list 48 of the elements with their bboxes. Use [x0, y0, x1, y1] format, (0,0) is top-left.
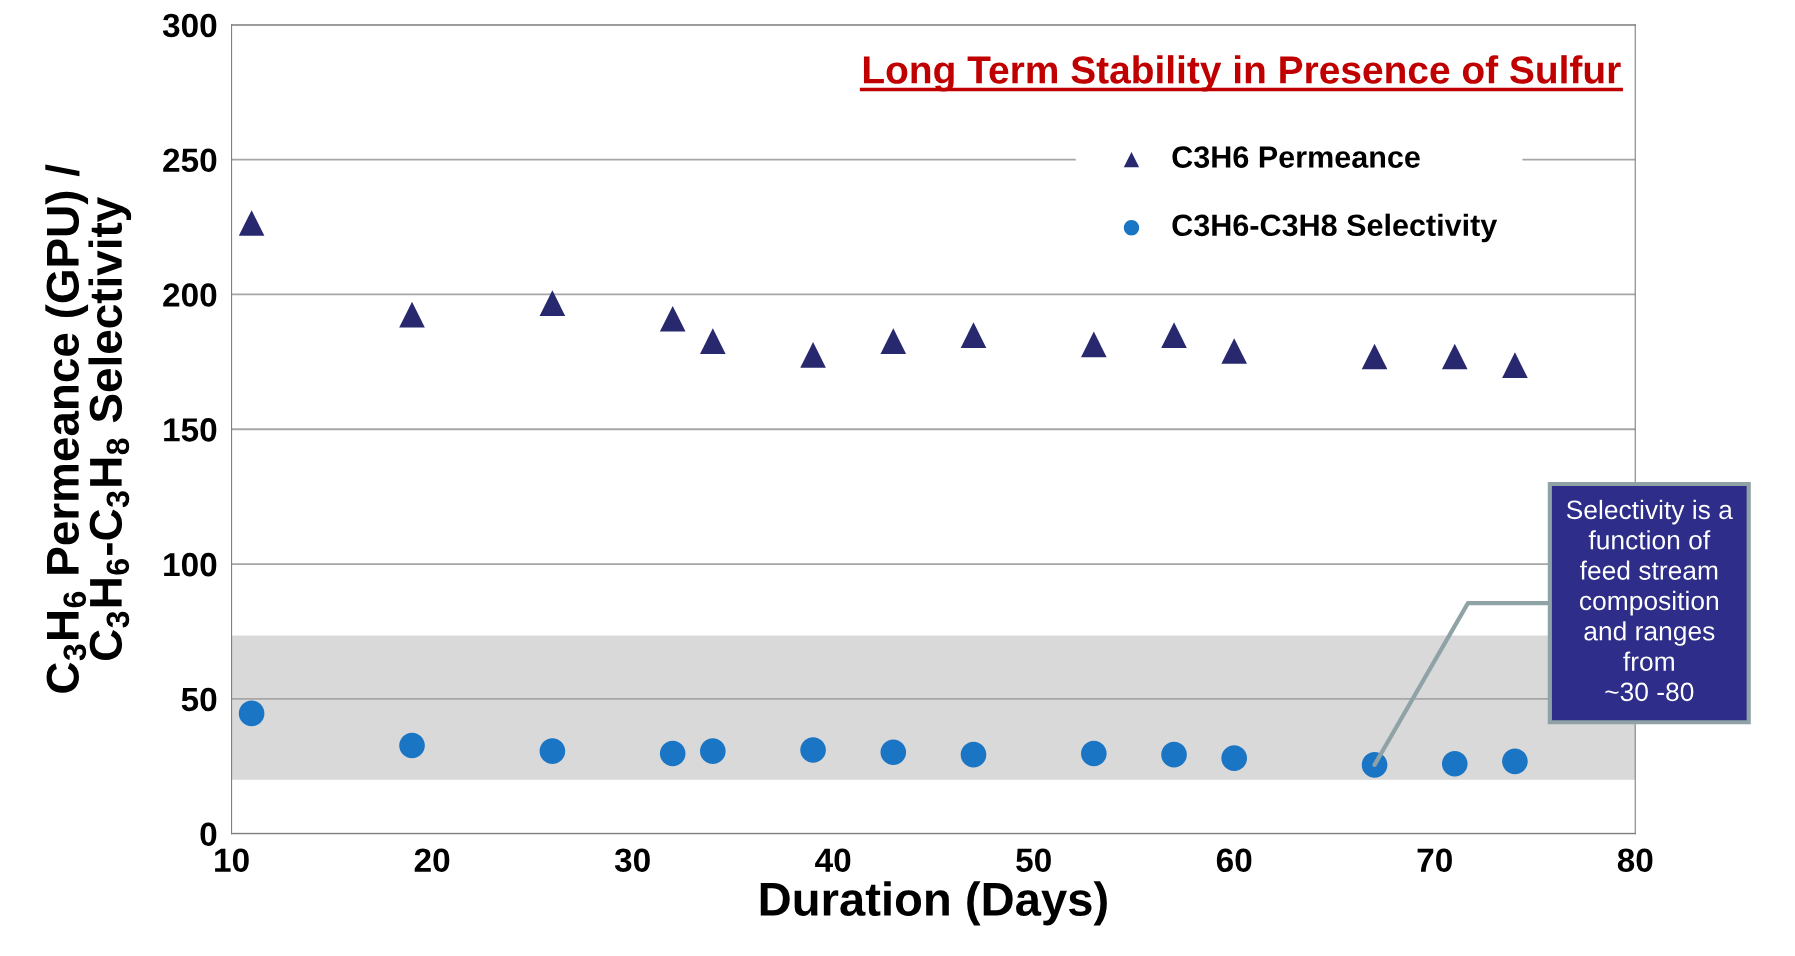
point	[1441, 751, 1468, 777]
point	[800, 342, 826, 368]
point	[1081, 331, 1107, 358]
point	[1221, 338, 1247, 364]
x-tick-label: 10	[215, 848, 249, 873]
y-tick-label: 200	[163, 283, 217, 307]
point	[1361, 343, 1388, 370]
point	[960, 741, 987, 768]
x-tick-label: 40	[815, 848, 851, 873]
x-tick-label: 70	[1417, 848, 1452, 873]
point	[700, 328, 726, 354]
x-tick-label: 50	[1016, 848, 1051, 873]
y-tick-label: 0	[200, 822, 217, 847]
x-tick-label: 30	[614, 848, 650, 873]
point	[1502, 748, 1528, 775]
point	[238, 210, 265, 236]
point	[1161, 741, 1187, 768]
point	[238, 700, 265, 727]
y-tick-label: 50	[181, 687, 217, 712]
point	[399, 301, 425, 328]
x-axis-title: Duration (Days)	[760, 881, 1107, 926]
legend-label: C3H6 Permeance	[1172, 146, 1420, 168]
x-tick-label: 80	[1617, 848, 1653, 873]
point	[539, 738, 566, 764]
point	[880, 739, 907, 766]
point	[1441, 343, 1468, 370]
point	[960, 322, 987, 348]
y-tick-label: 100	[164, 552, 217, 577]
point	[1502, 352, 1528, 378]
point	[1161, 322, 1187, 348]
point	[880, 328, 907, 354]
point	[399, 732, 425, 759]
point	[659, 305, 686, 332]
point	[659, 740, 686, 767]
point	[800, 737, 826, 763]
x-tick-label: 60	[1216, 848, 1252, 873]
point	[1081, 740, 1107, 767]
text: C$_{3}$H$_{6}$ Permeance (GPU) / C$_{3}$H$_{6}$-C$_{3}$H$_{8}$ Selectivity	[45, 164, 132, 693]
y-tick-label: 250	[163, 148, 217, 173]
y-tick-label: 150	[164, 418, 217, 442]
y-tick-label: 300	[162, 13, 217, 38]
x-tick-label: 20	[414, 848, 450, 873]
legend-label: C3H6-C3H8 Selectivity	[1172, 213, 1498, 243]
annotation: Selectivity is a function of feed stream composition and ranges from ~30 -80	[1566, 499, 1733, 702]
point	[1221, 745, 1247, 771]
text: Long Term Stability in Presence of Sulfur	[863, 55, 1621, 92]
point	[700, 738, 726, 764]
point	[539, 290, 566, 316]
